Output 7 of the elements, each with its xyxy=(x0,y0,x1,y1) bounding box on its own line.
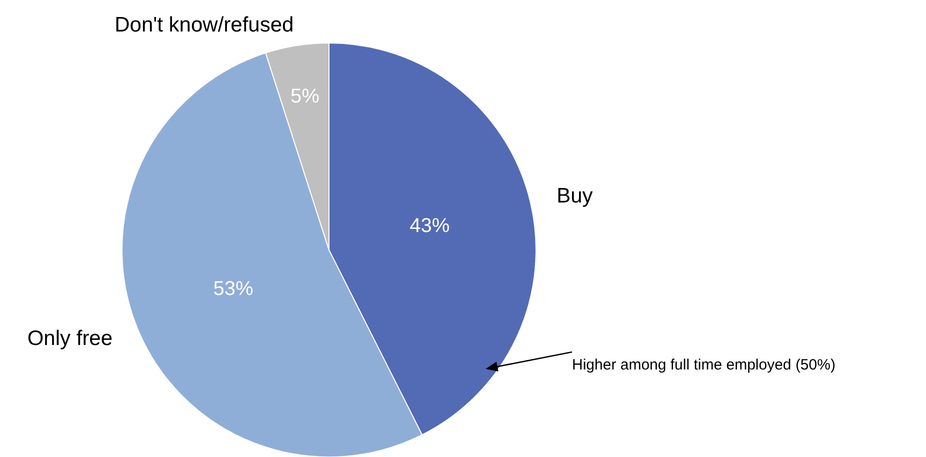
slice-label: Don't know/refused xyxy=(114,14,294,37)
slice-label: Buy xyxy=(556,184,594,208)
data-label: 5% xyxy=(290,86,320,108)
data-label: 43% xyxy=(410,215,450,238)
slice-label: Only free xyxy=(27,327,113,350)
text: Higher among full time employed (50%) xyxy=(572,356,836,374)
data-label: 53% xyxy=(213,278,254,300)
